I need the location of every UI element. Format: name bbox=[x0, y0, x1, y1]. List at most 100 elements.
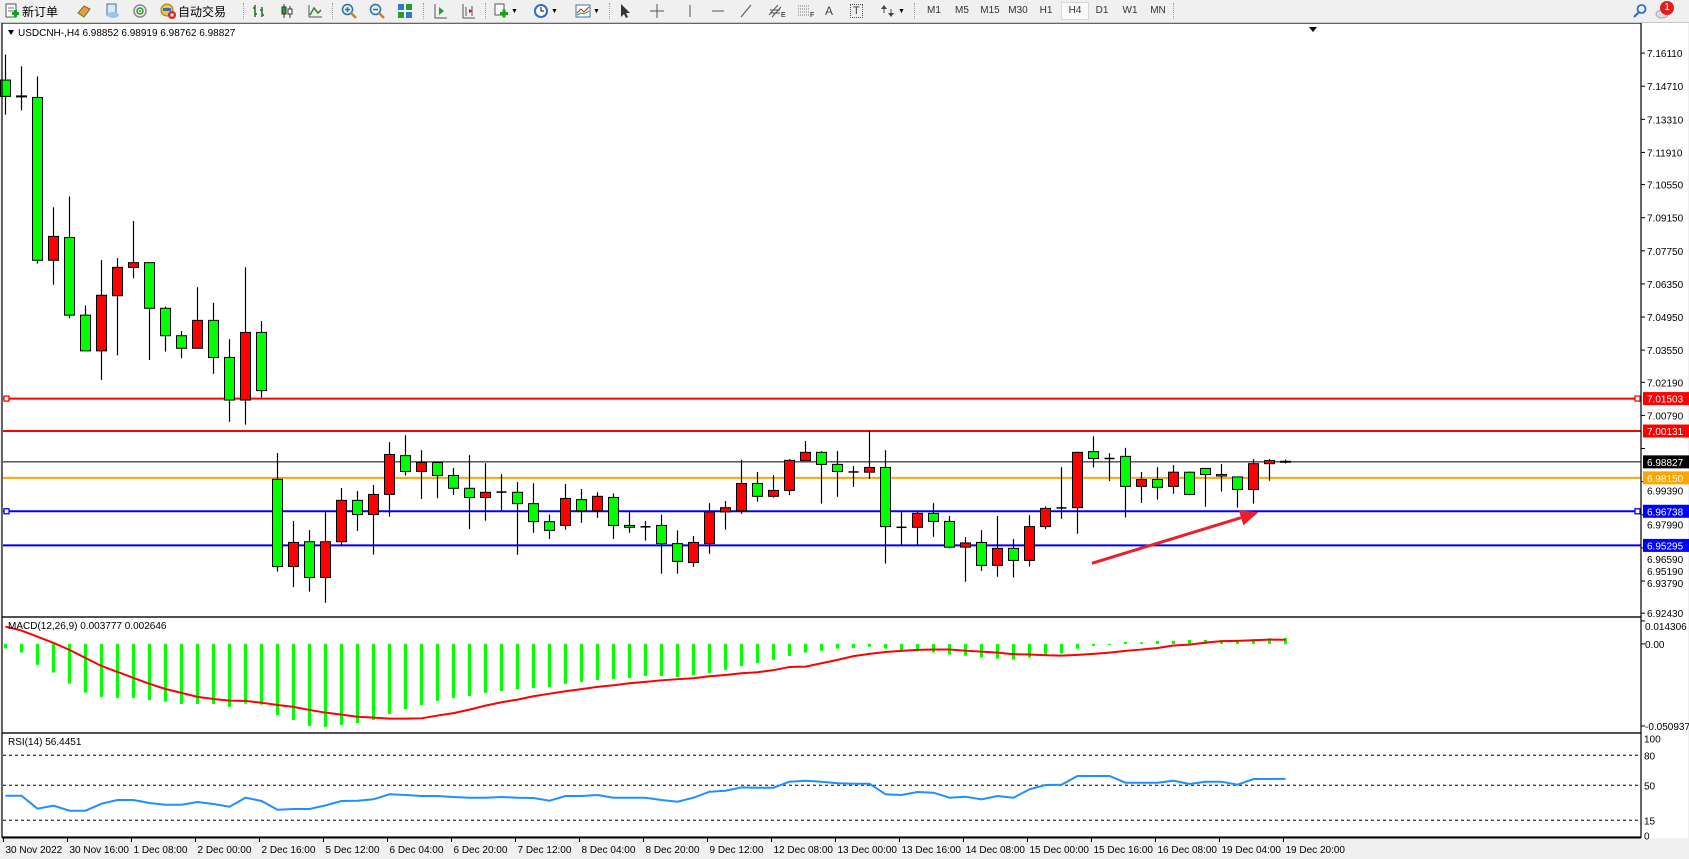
line-chart-button[interactable] bbox=[307, 2, 323, 20]
line-handle bbox=[3, 508, 10, 515]
chart-window[interactable]: 7.16110 7.14710 7.13310 7.11910 7.10550 7.091… bbox=[0, 23, 1689, 859]
timeframe-mn[interactable]: MN bbox=[1150, 5, 1166, 16]
chart-shift-icon bbox=[462, 4, 475, 19]
fibonacci-tool-button[interactable]: F bbox=[797, 2, 814, 20]
cursor-tool-button[interactable] bbox=[617, 2, 633, 20]
candle bbox=[992, 515, 1003, 577]
equidistant-channel-tool-button[interactable]: E bbox=[768, 2, 786, 20]
price-tick-label: 6.97990 bbox=[1647, 521, 1684, 532]
time-tick-label: 19 Dec 04:00 bbox=[1222, 845, 1282, 856]
timeframe-w1[interactable]: W1 bbox=[1122, 5, 1138, 16]
crosshair-tool-button[interactable] bbox=[649, 2, 665, 20]
zoom-in-button[interactable] bbox=[341, 2, 357, 20]
candle-body bbox=[592, 495, 603, 512]
macd-header: MACD(12,26,9) 0.003777 0.002646 bbox=[8, 621, 167, 632]
tile-windows-button[interactable] bbox=[397, 2, 413, 20]
chevron-down-icon[interactable]: ▼ bbox=[511, 7, 518, 15]
macd-histogram-bar bbox=[436, 643, 439, 701]
candle-body bbox=[208, 319, 219, 358]
candle bbox=[832, 451, 843, 497]
candle-body bbox=[1120, 455, 1131, 487]
timeframe-m15[interactable]: M15 bbox=[980, 5, 1000, 16]
fib-e-label: E bbox=[781, 11, 786, 19]
navigator-button[interactable] bbox=[132, 2, 148, 20]
market-watch-button[interactable] bbox=[76, 2, 92, 20]
chart-canvas[interactable]: 7.16110 7.14710 7.13310 7.11910 7.10550 7.091… bbox=[0, 23, 1689, 859]
time-tick-label: 9 Dec 12:00 bbox=[710, 845, 764, 856]
indicators-button[interactable]: ▼ bbox=[575, 2, 600, 20]
candle-body bbox=[672, 543, 683, 562]
macd-histogram-bar bbox=[212, 643, 215, 704]
macd-histogram-bar bbox=[884, 643, 887, 649]
chevron-down-icon[interactable]: ▼ bbox=[551, 7, 558, 15]
candle bbox=[672, 530, 683, 574]
timeframe-h1[interactable]: H1 bbox=[1039, 5, 1053, 16]
data-window-button[interactable] bbox=[104, 2, 120, 20]
macd-histogram-bar bbox=[852, 643, 855, 648]
new-chart-button[interactable]: ▼ bbox=[493, 2, 518, 20]
macd-histogram-bar bbox=[724, 643, 727, 670]
candle-body bbox=[336, 499, 347, 543]
candle bbox=[544, 514, 555, 539]
autotrade-button[interactable]: 自动交易 bbox=[160, 2, 226, 20]
candle-body bbox=[48, 235, 59, 261]
toolbar-separator bbox=[609, 3, 611, 19]
candle bbox=[192, 287, 203, 349]
candlestick-button[interactable] bbox=[279, 2, 295, 20]
candle bbox=[304, 530, 315, 592]
macd-histogram-bar bbox=[1236, 640, 1239, 644]
macd-tick-label: 0.00 bbox=[1645, 640, 1665, 651]
candle-body bbox=[912, 512, 923, 528]
horizontal-line-tool-button[interactable] bbox=[710, 2, 726, 20]
candle bbox=[1216, 463, 1227, 492]
candle-body bbox=[576, 499, 587, 512]
chart-shift-button[interactable] bbox=[460, 2, 476, 20]
price-label: 6.95295 bbox=[1647, 541, 1684, 552]
auto-scroll-icon bbox=[434, 4, 447, 19]
text-label-tool-button[interactable]: T bbox=[850, 2, 863, 20]
macd-histogram-bar bbox=[1012, 643, 1015, 660]
timeframe-d1[interactable]: D1 bbox=[1095, 5, 1109, 16]
search-button[interactable] bbox=[1632, 2, 1648, 20]
candle-body bbox=[256, 331, 267, 392]
chart-header: USDCNH-,H4 6.98852 6.98919 6.98762 6.988… bbox=[18, 28, 236, 39]
time-tick-label: 8 Dec 04:00 bbox=[582, 845, 636, 856]
macd-histogram-bar bbox=[868, 643, 871, 647]
new-order-label: 新订单 bbox=[22, 4, 59, 19]
clock-icon bbox=[534, 4, 548, 18]
macd-histogram-bar bbox=[772, 643, 775, 660]
price-label-bg bbox=[1643, 504, 1689, 518]
rsi-tick-label: 15 bbox=[1644, 816, 1656, 827]
candle-body bbox=[192, 319, 203, 349]
candle bbox=[1088, 436, 1099, 468]
chevron-down-icon[interactable]: ▼ bbox=[898, 7, 905, 15]
macd-histogram-bar bbox=[916, 643, 919, 652]
chart-shift-marker-icon[interactable] bbox=[1309, 27, 1317, 32]
rsi-tick-label: 100 bbox=[1644, 734, 1661, 745]
timeframe-m1[interactable]: M1 bbox=[927, 5, 941, 16]
gold-bars-icon bbox=[77, 5, 91, 18]
candle-body bbox=[368, 493, 379, 516]
timeframe-m30[interactable]: M30 bbox=[1008, 5, 1028, 16]
candle-body bbox=[944, 520, 955, 548]
macd-tick-label: 0.014306 bbox=[1645, 622, 1687, 633]
timeframe-m5[interactable]: M5 bbox=[955, 5, 969, 16]
candle-body bbox=[112, 266, 123, 297]
trendline-tool-button[interactable] bbox=[738, 2, 754, 20]
vertical-line-tool-button[interactable] bbox=[682, 2, 698, 20]
periods-button[interactable]: ▼ bbox=[533, 2, 558, 20]
price-label-bg bbox=[1643, 538, 1689, 552]
candle bbox=[768, 475, 779, 498]
arrows-tool-button[interactable]: ▼ bbox=[880, 2, 905, 20]
text-tool-button[interactable]: A bbox=[825, 2, 833, 20]
bar-chart-button[interactable] bbox=[251, 2, 267, 20]
zoom-out-button[interactable] bbox=[369, 2, 385, 20]
timeframe-h4[interactable]: H4 bbox=[1061, 2, 1089, 20]
chevron-down-icon[interactable]: ▼ bbox=[593, 7, 600, 15]
candle-body bbox=[1072, 451, 1083, 509]
chart-menu-triangle-icon[interactable] bbox=[8, 30, 14, 35]
candle bbox=[1040, 506, 1051, 529]
new-order-button[interactable]: 新订单 bbox=[4, 2, 58, 20]
auto-scroll-button[interactable] bbox=[432, 2, 448, 20]
autotrade-label: 自动交易 bbox=[178, 4, 227, 19]
